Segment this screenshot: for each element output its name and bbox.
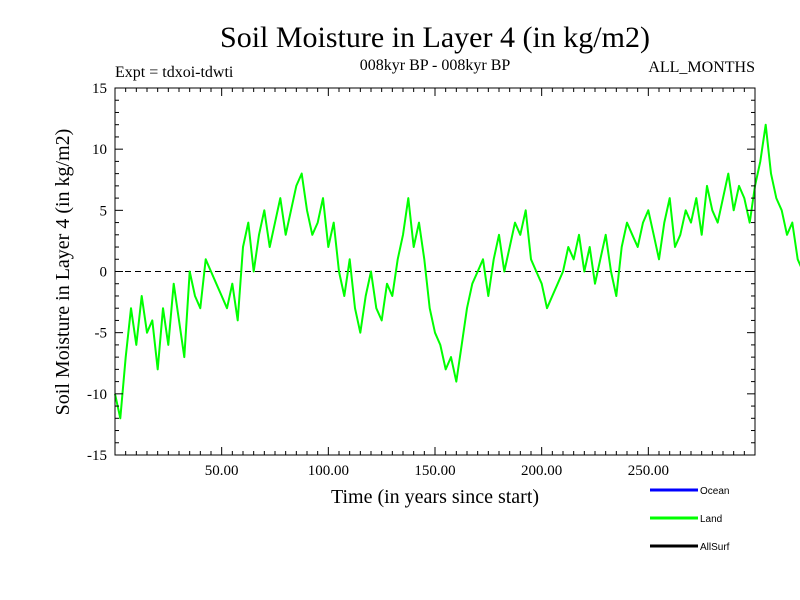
x-tick-label: 250.00 <box>628 463 669 479</box>
legend: Ocean Land AllSurf <box>650 486 730 553</box>
chart-subtitle: 008kyr BP - 008kyr BP <box>360 57 511 74</box>
x-axis-label: Time (in years since start) <box>331 486 539 508</box>
x-tick-label: 200.00 <box>521 463 562 479</box>
x-tick-label: 50.00 <box>205 463 239 479</box>
legend-label-ocean: Ocean <box>700 486 729 497</box>
y-tick-label: -10 <box>87 387 107 403</box>
legend-label-allsurf: AllSurf <box>700 542 730 553</box>
y-axis-label: Soil Moisture in Layer 4 (in kg/m2) <box>52 129 74 416</box>
experiment-label: Expt = tdxoi-tdwti <box>115 64 234 81</box>
y-tick-label: 0 <box>100 265 108 281</box>
y-tick-label: -5 <box>95 326 108 342</box>
legend-label-land: Land <box>700 514 722 525</box>
y-tick-label: -15 <box>87 448 107 464</box>
y-tick-label: 10 <box>92 142 107 158</box>
x-tick-label: 150.00 <box>414 463 455 479</box>
chart-title: Soil Moisture in Layer 4 (in kg/m2) <box>220 21 650 54</box>
y-tick-label: 5 <box>100 203 108 219</box>
months-label: ALL_MONTHS <box>648 59 755 76</box>
series-line-land <box>114 123 800 420</box>
plot-area: -15 -10 -5 0 5 10 15 50.00 100.00 150.00 200.00 250… <box>87 81 800 479</box>
y-tick-label: 15 <box>92 81 107 97</box>
x-tick-label: 100.00 <box>308 463 349 479</box>
